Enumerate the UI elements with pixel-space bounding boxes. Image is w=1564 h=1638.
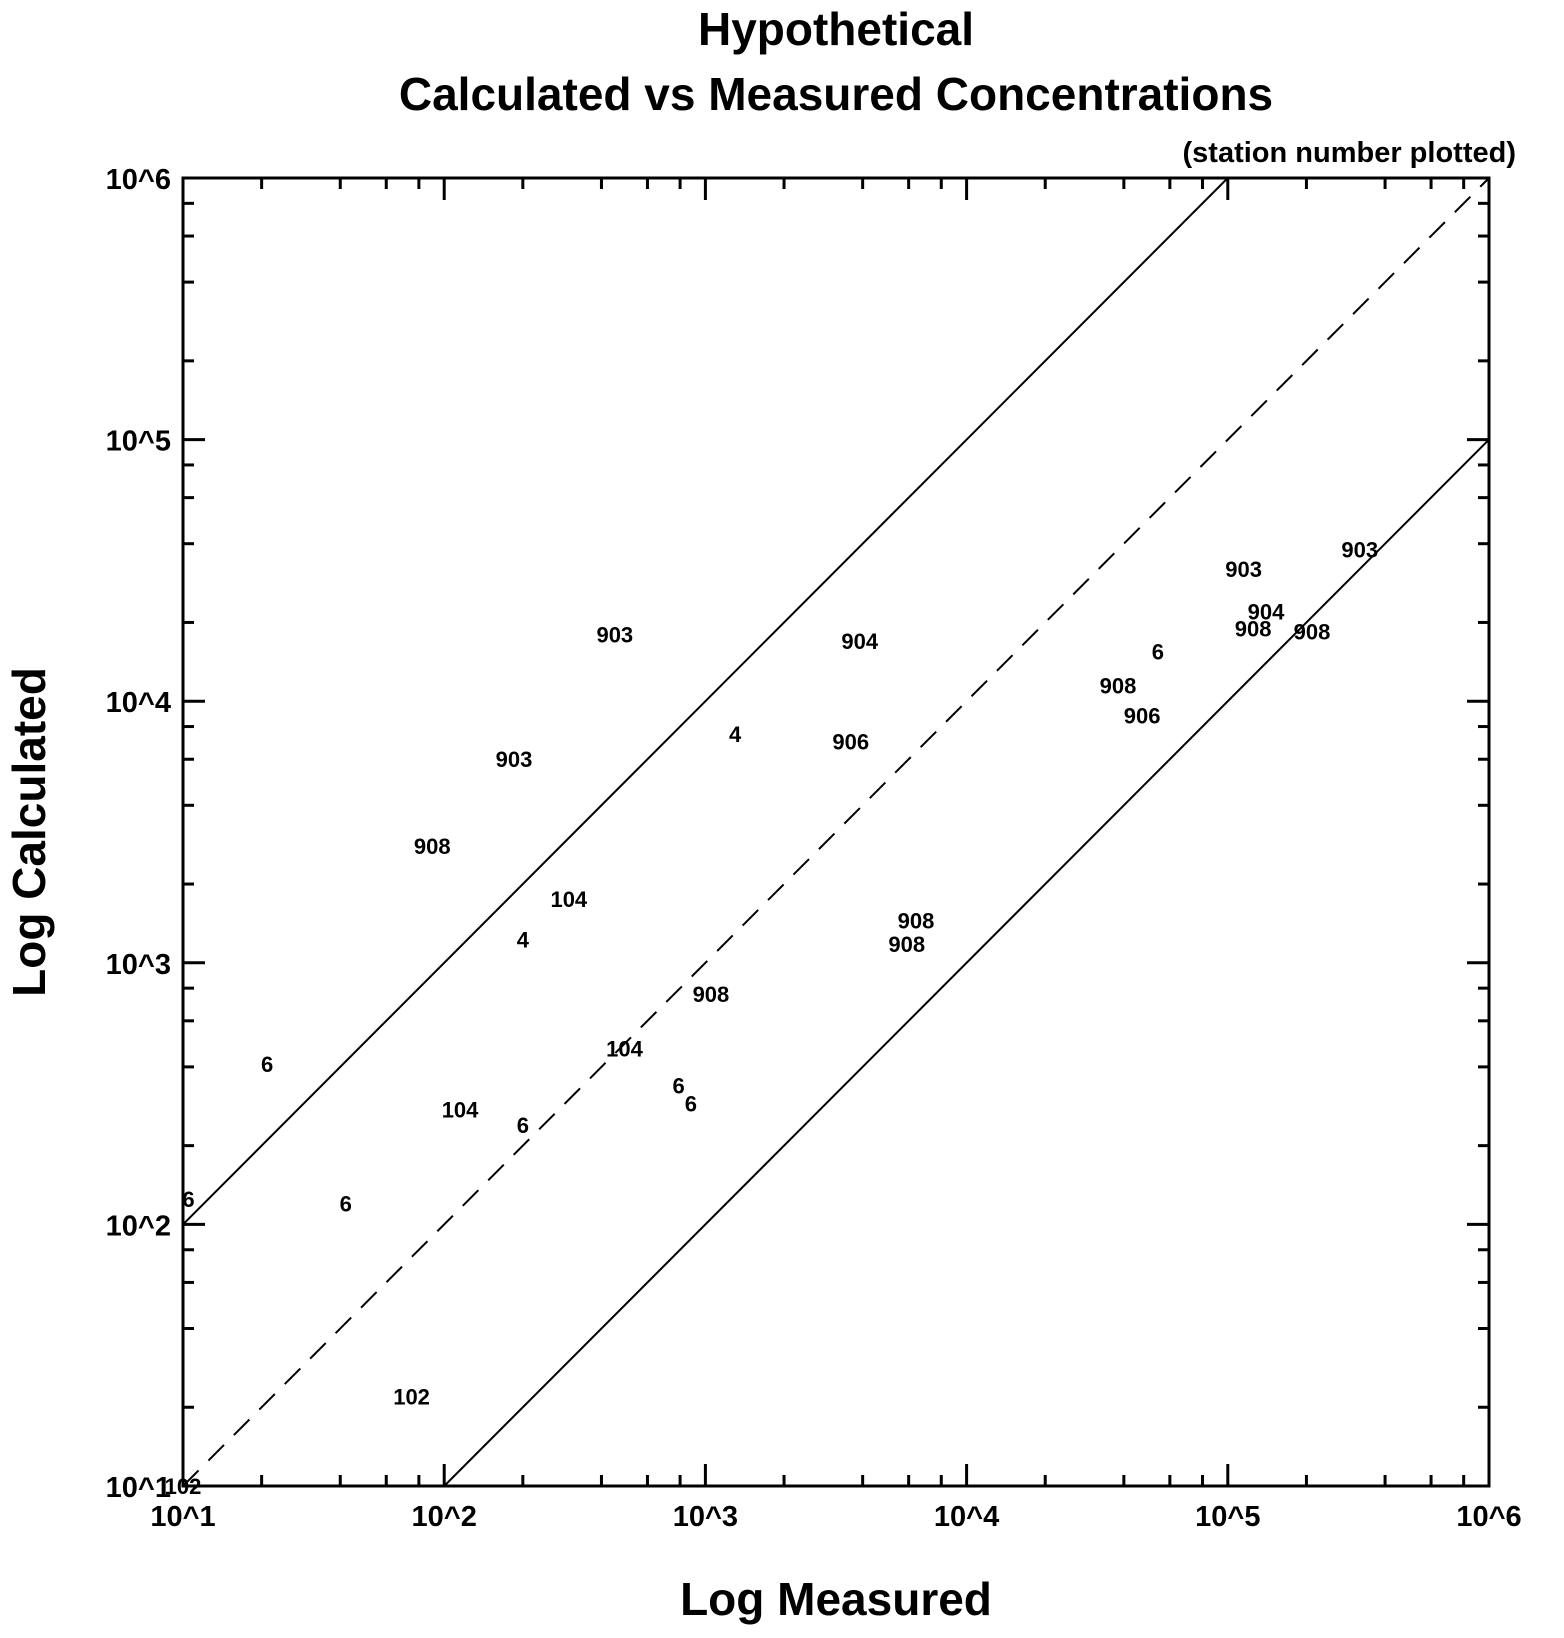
data-point-label: 908 <box>1100 673 1137 698</box>
data-point-label: 6 <box>685 1091 697 1116</box>
data-point-label: 104 <box>550 887 587 912</box>
data-point-label: 104 <box>442 1097 479 1122</box>
data-point-label: 903 <box>1341 538 1378 563</box>
x-tick-label: 10^4 <box>934 1501 999 1533</box>
x-tick-label: 10^1 <box>150 1501 215 1533</box>
data-point-label: 908 <box>693 982 730 1007</box>
data-point-label: 908 <box>414 834 451 859</box>
data-point-label: 4 <box>517 927 530 952</box>
y-tick-label: 10^6 <box>106 164 171 196</box>
y-tick-label: 10^3 <box>106 949 171 981</box>
data-point-label: 6 <box>673 1073 685 1098</box>
factor-of-ten-line <box>182 177 1229 1226</box>
data-point-label: 908 <box>898 909 935 934</box>
data-point-label: 908 <box>888 932 925 957</box>
y-tick-label: 10^4 <box>106 687 171 719</box>
x-tick-label: 10^5 <box>1195 1501 1260 1533</box>
y-tick-label: 10^5 <box>106 426 171 458</box>
data-point-label: 903 <box>596 622 633 647</box>
plot-frame <box>181 176 1491 1488</box>
data-point-label: 102 <box>165 1474 202 1499</box>
x-tick-label: 10^6 <box>1456 1501 1521 1533</box>
data-point-label: 906 <box>1124 704 1161 729</box>
chart-subtitle: (station number plotted) <box>1183 137 1516 169</box>
chart-title-line2: Calculated vs Measured Concentrations <box>399 68 1273 120</box>
data-point-label: 908 <box>1235 616 1272 641</box>
chart-title: Hypothetical <box>698 3 974 55</box>
data-point-label: 6 <box>340 1192 352 1217</box>
factor-of-ten-line <box>443 438 1490 1487</box>
data-point-label: 6 <box>182 1187 194 1212</box>
data-point-label: 903 <box>496 747 533 772</box>
data-point-label: 6 <box>517 1113 529 1138</box>
y-tick-label: 10^2 <box>106 1210 171 1242</box>
data-point-label: 104 <box>606 1037 643 1062</box>
data-point-label: 6 <box>261 1052 273 1077</box>
data-point-label: 908 <box>1294 619 1331 644</box>
data-point-label: 906 <box>832 730 869 755</box>
data-point-label: 6 <box>1152 639 1164 664</box>
x-tick-label: 10^3 <box>673 1501 738 1533</box>
x-tick-label: 10^2 <box>412 1501 477 1533</box>
reference-lines <box>182 177 1490 1487</box>
axis-ticks <box>181 176 1491 1488</box>
data-point-label: 903 <box>1225 557 1262 582</box>
y-tick-label: 10^1 <box>106 1472 171 1504</box>
tick-labels: 10^1 10^2 10^3 10^4 10^5 10^6 10^1 10^2 10^3 10^4… <box>106 164 1522 1533</box>
y-axis-label: Log Calculated <box>3 667 55 997</box>
one-to-one-line <box>182 177 1490 1487</box>
data-point-label: 4 <box>729 722 742 747</box>
x-axis-label: Log Measured <box>680 1573 992 1625</box>
data-point-label: 904 <box>1248 600 1285 625</box>
data-point-label: 904 <box>841 629 878 654</box>
data-point-label: 102 <box>393 1384 430 1409</box>
